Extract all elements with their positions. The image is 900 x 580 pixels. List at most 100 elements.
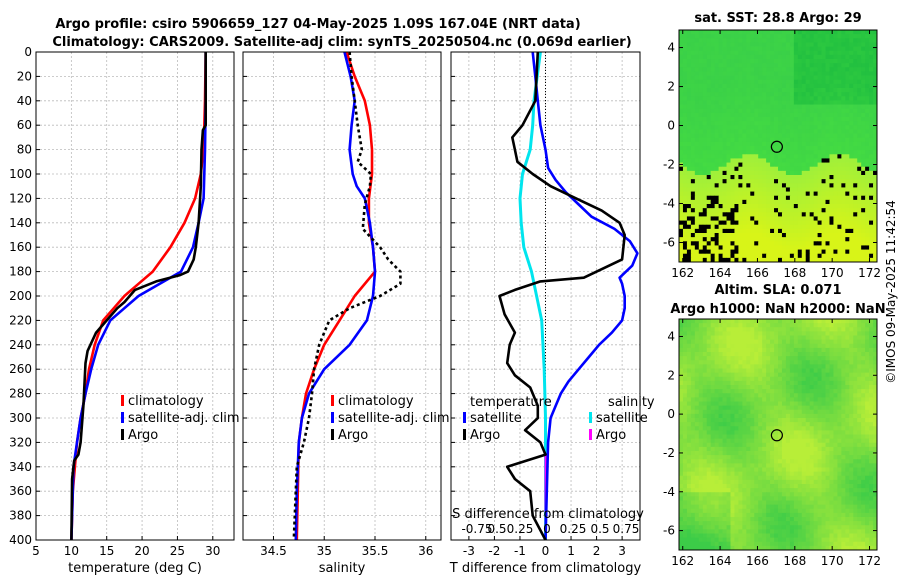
heatmap-cell <box>853 446 858 452</box>
heatmap-cell <box>781 183 787 188</box>
heatmap-cell <box>706 430 712 435</box>
heatmap-cell <box>718 413 723 419</box>
heatmap-cell <box>833 327 838 332</box>
heatmap-cell <box>857 356 862 361</box>
heatmap-cell <box>837 108 842 114</box>
heatmap-cell <box>770 158 775 163</box>
heatmap-cell <box>774 360 779 365</box>
heatmap-cell <box>833 463 838 468</box>
heatmap-cell <box>722 442 727 448</box>
heatmap-cell <box>722 237 727 242</box>
heatmap-cell <box>793 331 799 336</box>
heatmap-cell <box>706 446 712 452</box>
heatmap-cell <box>730 323 735 328</box>
salinity-xlabel: salinity <box>319 561 366 576</box>
heatmap-cell <box>837 335 842 341</box>
legend-header-temperature: temperature <box>470 395 552 410</box>
legend-label: Argo <box>470 428 500 443</box>
heatmap-cell <box>849 331 854 336</box>
heatmap-cell <box>817 376 822 382</box>
heatmap-cell <box>869 183 874 188</box>
heatmap-cell <box>742 104 747 110</box>
heatmap-cell <box>718 257 723 263</box>
heatmap-cell <box>774 405 779 411</box>
heatmap-cell <box>837 471 842 477</box>
heatmap-cell <box>793 96 799 101</box>
heatmap-cell <box>857 204 862 209</box>
heatmap-cell <box>869 125 874 130</box>
heatmap-cell <box>865 42 870 47</box>
heatmap-cell <box>873 104 878 110</box>
heatmap-cell <box>754 183 759 188</box>
heatmap-cell <box>770 471 775 477</box>
heatmap-cell <box>686 125 692 130</box>
heatmap-cell <box>682 146 688 151</box>
heatmap-cell <box>825 183 830 188</box>
heatmap-cell <box>710 389 716 394</box>
heatmap-cell <box>861 364 866 369</box>
heatmap-cell <box>770 372 775 378</box>
heatmap-cell <box>694 463 700 468</box>
heatmap-cell <box>750 233 755 238</box>
heatmap-cell <box>702 380 708 386</box>
heatmap-cell <box>682 339 688 345</box>
heatmap-cell <box>698 59 704 64</box>
heatmap-cell <box>865 405 870 411</box>
heatmap-cell <box>706 146 712 151</box>
heatmap-cell <box>865 413 870 419</box>
heatmap-cell <box>853 249 858 255</box>
heatmap-cell <box>801 442 807 448</box>
heatmap-cell <box>809 237 815 242</box>
heatmap-cell <box>746 471 751 477</box>
heatmap-cell <box>825 108 830 114</box>
x-tick-label: 164 <box>709 266 732 280</box>
heatmap-cell <box>817 38 822 43</box>
heatmap-cell <box>781 455 787 460</box>
heatmap-cell <box>869 241 874 246</box>
heatmap-cell <box>793 352 799 357</box>
heatmap-cell <box>805 389 811 394</box>
heatmap-cell <box>726 199 731 205</box>
heatmap-cell <box>857 92 862 97</box>
heatmap-cell <box>837 463 842 468</box>
heatmap-cell <box>825 418 830 423</box>
heatmap-cell <box>801 463 807 468</box>
heatmap-cell <box>865 228 870 234</box>
heatmap-cell <box>841 187 846 192</box>
heatmap-cell <box>742 30 747 35</box>
heatmap-cell <box>706 71 712 76</box>
heatmap-cell <box>682 319 688 324</box>
heatmap-cell <box>845 405 850 411</box>
heatmap-cell <box>793 335 799 341</box>
heatmap-cell <box>809 323 815 328</box>
heatmap-cell <box>694 455 700 460</box>
y-tick-label: 240 <box>9 338 32 352</box>
heatmap-cell <box>785 459 791 464</box>
heatmap-cell <box>778 343 783 349</box>
heatmap-cell <box>821 253 826 259</box>
heatmap-cell <box>781 228 787 234</box>
heatmap-cell <box>813 129 818 134</box>
heatmap-cell <box>682 191 688 197</box>
heatmap-cell <box>813 418 818 423</box>
argo-position-marker <box>770 140 783 153</box>
heatmap-cell <box>698 187 704 192</box>
heatmap-cell <box>853 104 858 110</box>
heatmap-cell <box>849 191 854 197</box>
heatmap-cell <box>829 220 834 226</box>
heatmap-cell <box>785 141 791 147</box>
heatmap-cell <box>679 92 684 97</box>
heatmap-cell <box>805 393 811 398</box>
heatmap-cell <box>734 418 739 423</box>
heatmap-cell <box>801 385 807 390</box>
heatmap-cell <box>801 208 807 213</box>
heatmap-cell <box>738 175 743 180</box>
heatmap-cell <box>813 335 818 341</box>
heatmap-cell <box>873 96 878 101</box>
heatmap-cell <box>853 96 858 101</box>
heatmap-cell <box>821 376 826 382</box>
heatmap-cell <box>781 360 787 365</box>
heatmap-cell <box>726 141 731 147</box>
heatmap-cell <box>829 413 834 419</box>
heatmap-cell <box>690 228 696 234</box>
